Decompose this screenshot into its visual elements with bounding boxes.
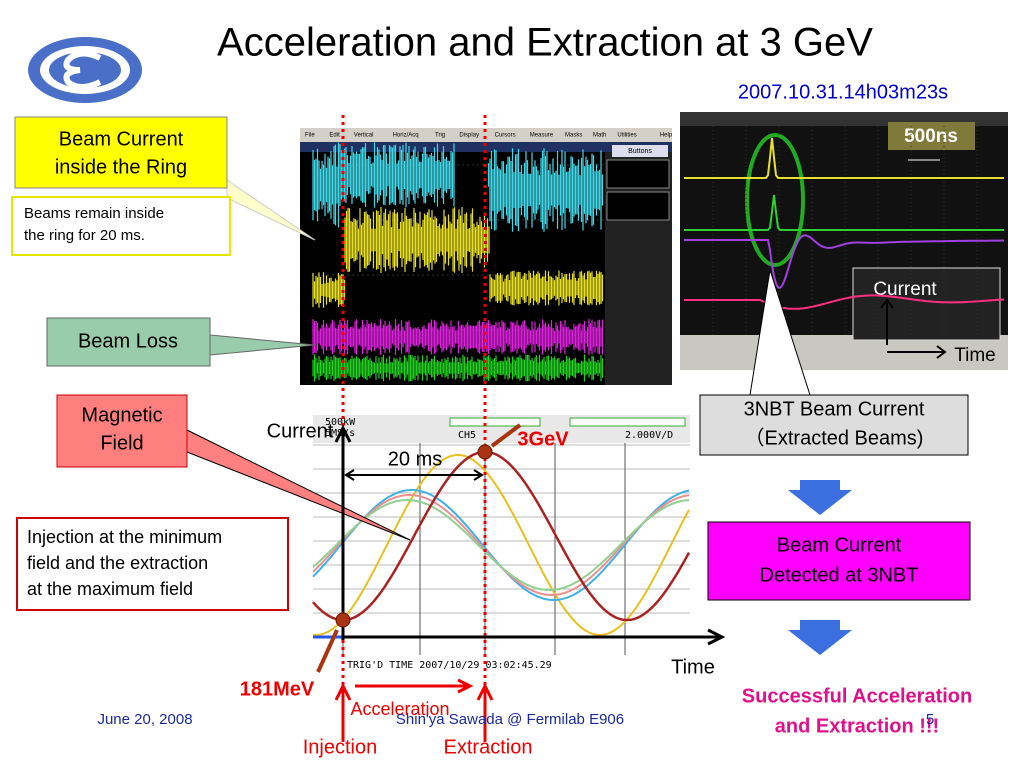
callout-text: Magnetic xyxy=(81,404,162,426)
scope-header: 2.000V/D xyxy=(625,430,673,441)
scope-menu-item: Edit xyxy=(329,133,340,139)
label: Current xyxy=(267,420,334,442)
callout-text: inside the Ring xyxy=(55,156,187,178)
logo xyxy=(28,37,142,103)
scope-current: Current xyxy=(873,279,937,300)
label: 3GeV xyxy=(517,428,569,450)
scope-trigger: TRIG'D TIME 2007/10/29 03:02:45.29 xyxy=(347,660,552,671)
scope-time: Time xyxy=(954,345,996,366)
callout-text: and Extraction !!! xyxy=(775,715,939,737)
scope-menu-item: Measure xyxy=(530,133,554,139)
callout-text: Beam Current xyxy=(59,128,184,150)
label: Time xyxy=(671,656,715,678)
callout-text: （Extracted Beams) xyxy=(745,426,924,449)
callout-text: Injection at the minimum xyxy=(27,527,222,547)
callout-text: Detected at 3NBT xyxy=(760,564,919,586)
callout-text: field and the extraction xyxy=(27,553,208,573)
callout-text: Beams remain inside xyxy=(24,205,164,222)
title: Acceleration and Extraction at 3 GeV xyxy=(217,21,873,65)
scope-header: CH5 xyxy=(458,430,476,441)
scope-menu-item: Math xyxy=(593,133,606,139)
scope-menu-item: Horiz/Acq xyxy=(393,133,419,139)
scope-menu-item: File xyxy=(305,133,315,139)
scope-menu-item: Trig xyxy=(435,133,445,139)
scope-menu-item: Display xyxy=(459,133,479,139)
label: 20 ms xyxy=(388,448,442,470)
footer-page: 5 xyxy=(926,711,934,728)
footer-date: June 20, 2008 xyxy=(97,711,192,728)
scope-menu-item: Vertical xyxy=(354,133,374,139)
timestamp: 2007.10.31.14h03m23s xyxy=(738,81,948,103)
label: 181MeV xyxy=(240,678,315,700)
right-scope: 500ns Current Time xyxy=(680,112,1008,370)
callout-text: 3NBT Beam Current xyxy=(744,398,925,420)
callout-text: Beam Current xyxy=(777,534,902,556)
scope-button: Buttons xyxy=(628,148,652,155)
callout-text: at the maximum field xyxy=(27,579,193,599)
scope-menu-item: Cursors xyxy=(495,133,516,139)
bottom-scope: 500kW5MS/s CH5 2.000V/DTRIG'D TIME 2007/10… xyxy=(313,415,690,671)
callout-text: Field xyxy=(100,432,143,454)
scope-menu-item: Help xyxy=(660,133,673,139)
scope-timebase: 500ns xyxy=(904,126,958,147)
callout-text: Successful Acceleration xyxy=(742,685,972,707)
callout-text: Beam Loss xyxy=(78,330,178,352)
scope-menu-item: Masks xyxy=(565,133,582,139)
scope-menu-item: Utilities xyxy=(617,133,636,139)
label: Injection xyxy=(303,736,378,758)
label: Extraction xyxy=(444,736,533,758)
footer-author: Shin'ya Sawada @ Fermilab E906 xyxy=(396,711,624,728)
callout-text: the ring for 20 ms. xyxy=(24,227,145,244)
